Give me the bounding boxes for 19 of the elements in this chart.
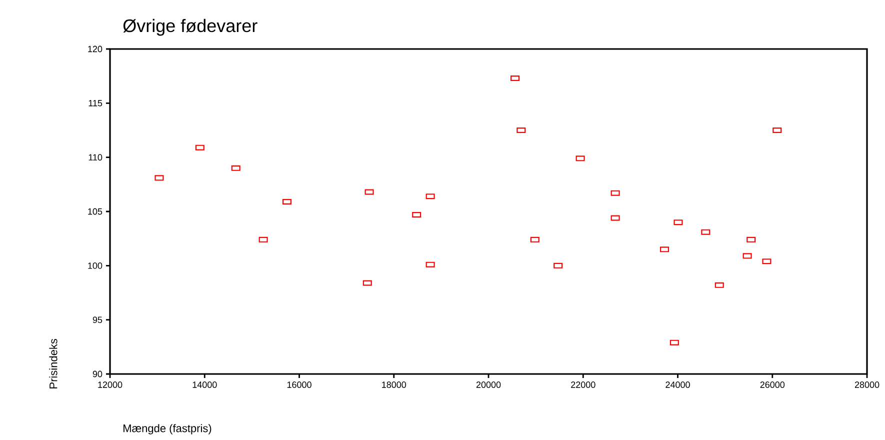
x-tick-label: 28000 bbox=[854, 382, 880, 388]
x-tick-label: 12000 bbox=[98, 382, 122, 388]
y-tick-label: 115 bbox=[88, 100, 102, 106]
y-tick-label: 95 bbox=[92, 316, 102, 324]
y-axis-title: Prisindeks bbox=[49, 338, 58, 388]
y-tick-label: 120 bbox=[88, 46, 102, 52]
x-tick-label: 18000 bbox=[382, 382, 406, 388]
x-axis-title: Mængde (fastpris) bbox=[124, 424, 212, 434]
x-tick-label: 22000 bbox=[571, 382, 596, 388]
y-tick-label: 105 bbox=[88, 208, 102, 215]
y-tick-label: 90 bbox=[92, 370, 102, 378]
y-tick-label: 110 bbox=[88, 154, 102, 161]
x-tick-label: 20000 bbox=[476, 382, 501, 388]
x-tick-label: 26000 bbox=[760, 382, 785, 388]
y-tick-label: 100 bbox=[88, 262, 102, 269]
x-tick-label: 14000 bbox=[192, 382, 217, 388]
x-tick-label: 16000 bbox=[287, 382, 312, 388]
chart-title: Øvrige fødevarer bbox=[123, 18, 258, 36]
x-tick-label: 24000 bbox=[666, 382, 690, 388]
